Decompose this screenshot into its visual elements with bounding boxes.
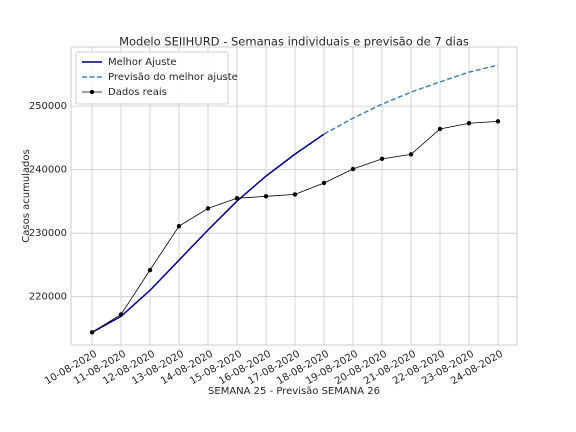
line bbox=[91, 133, 325, 333]
y-tick-label: 220000 bbox=[29, 292, 67, 303]
x-axis-label: SEMANA 25 - Previsão SEMANA 26 bbox=[208, 386, 380, 397]
point bbox=[205, 206, 211, 211]
point bbox=[292, 192, 298, 197]
legend-marker bbox=[89, 89, 95, 95]
point bbox=[466, 121, 472, 126]
line bbox=[323, 64, 499, 135]
legend-box bbox=[75, 51, 229, 105]
y-tick-label: 230000 bbox=[29, 228, 67, 239]
point bbox=[321, 180, 327, 186]
legend-label: Melhor Ajuste bbox=[108, 57, 177, 68]
legend-label: Dados reais bbox=[108, 87, 167, 98]
point bbox=[408, 152, 414, 157]
point bbox=[89, 330, 95, 335]
plot-frame bbox=[70, 46, 518, 346]
y-tick-label: 240000 bbox=[29, 165, 67, 176]
point bbox=[437, 126, 443, 132]
chart-title: Modelo SEIIHURD - Semanas individuais e … bbox=[119, 35, 469, 49]
point bbox=[234, 196, 240, 201]
point bbox=[379, 156, 385, 162]
legend-label: Previsão do melhor ajuste bbox=[108, 72, 238, 83]
point bbox=[118, 312, 124, 317]
point bbox=[263, 194, 269, 199]
y-axis-label: Casos acumulados bbox=[21, 149, 32, 242]
point bbox=[147, 267, 153, 273]
point bbox=[176, 223, 182, 229]
point bbox=[350, 166, 356, 172]
y-tick-label: 250000 bbox=[29, 101, 67, 112]
point bbox=[495, 119, 501, 124]
